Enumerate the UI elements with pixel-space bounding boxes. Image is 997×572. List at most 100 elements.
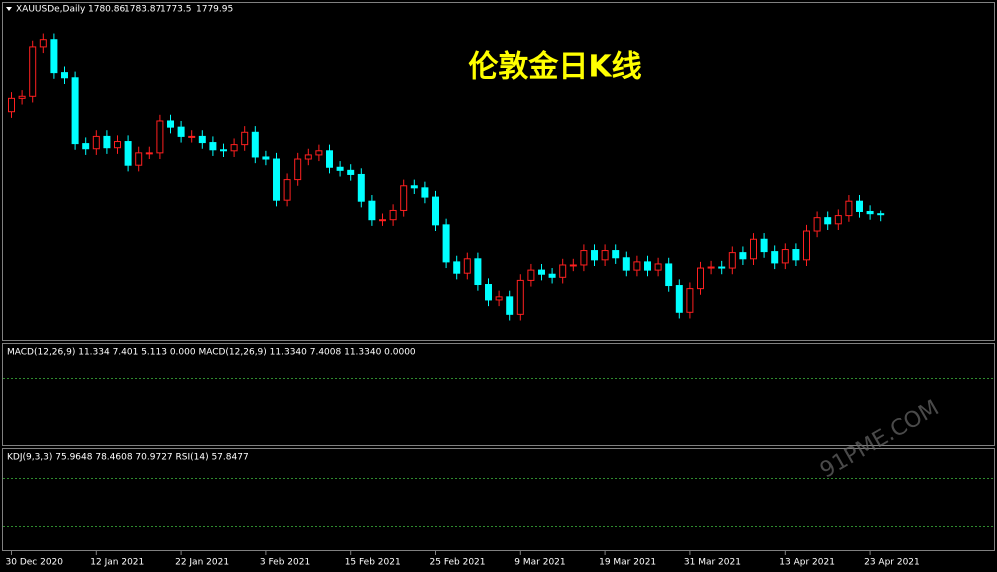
candle-body — [29, 46, 37, 97]
candle-body — [824, 217, 832, 225]
candle-body — [410, 185, 418, 189]
candle-body — [336, 166, 344, 171]
candle-body — [856, 200, 863, 212]
candle-body — [114, 141, 121, 149]
candle-body — [432, 196, 439, 226]
candle-body — [188, 135, 196, 138]
candle-body — [39, 39, 47, 48]
x-tick-label: 23 Apr 2021 — [864, 558, 920, 568]
candle-body — [283, 179, 291, 201]
x-tick-label: 19 Mar 2021 — [599, 558, 656, 568]
candle-body — [728, 252, 736, 269]
candle-body — [548, 273, 556, 278]
candle-body — [516, 279, 524, 315]
candle-body — [834, 215, 842, 225]
candle-body — [453, 261, 461, 274]
candle-body — [707, 266, 715, 269]
kdj-header: KDJ(9,3,3) 75.9648 78.4608 70.9727 RSI(1… — [7, 453, 249, 463]
candle-body — [135, 152, 143, 166]
candle-body — [82, 143, 90, 150]
candle-body — [781, 249, 789, 264]
candle-body — [241, 131, 249, 146]
candle-body — [368, 200, 376, 221]
x-tick-label: 31 Mar 2021 — [684, 558, 741, 568]
x-tick-label: 15 Feb 2021 — [345, 558, 401, 568]
candle-body — [527, 269, 535, 281]
candle-body — [177, 126, 185, 137]
chart-title: 伦敦金日K线 — [468, 50, 641, 85]
kdj-panel — [2, 448, 995, 551]
menu-arrow[interactable] — [6, 7, 12, 11]
candle-body — [559, 264, 567, 278]
low-value: 1773.5 — [160, 5, 192, 15]
candle-body — [495, 296, 503, 301]
candle-body — [389, 209, 397, 221]
candle-body — [8, 97, 15, 113]
candle-body — [803, 230, 810, 261]
candle-body — [304, 154, 312, 160]
candle-body — [845, 200, 853, 217]
candle-body — [230, 144, 238, 152]
x-tick-label: 25 Feb 2021 — [430, 558, 486, 568]
candle-body — [601, 250, 609, 261]
candle-body — [644, 261, 651, 271]
candle-body — [103, 135, 111, 149]
candle-body — [61, 72, 68, 79]
candle-body — [326, 150, 333, 168]
candle-body — [686, 288, 694, 313]
x-tick-label: 13 Apr 2021 — [779, 558, 835, 568]
candle-body — [739, 252, 747, 260]
candle-body — [124, 141, 132, 166]
candle-body — [273, 158, 280, 201]
candle-body — [463, 258, 471, 274]
candle-body — [71, 77, 79, 145]
candle-body — [792, 249, 800, 261]
candle-body — [665, 263, 673, 287]
candle-body — [633, 261, 641, 271]
candle-body — [771, 251, 779, 264]
candle-body — [866, 210, 874, 215]
candle-body — [50, 39, 58, 74]
candle-body — [569, 264, 577, 267]
candle-body — [315, 150, 323, 156]
macd-panel — [2, 343, 995, 446]
open-value: 1780.86 — [88, 5, 125, 15]
candle-body — [612, 250, 620, 259]
candle-body — [877, 213, 885, 216]
candle-body — [697, 267, 704, 290]
x-tick-label: 30 Dec 2020 — [6, 558, 64, 568]
candle-body — [262, 156, 270, 160]
x-tick-label: 12 Jan 2021 — [90, 558, 144, 568]
candle-body — [209, 142, 217, 151]
candle-body — [474, 258, 482, 286]
high-value: 1783.87 — [124, 5, 161, 15]
candle-body — [220, 149, 227, 152]
candle-body — [294, 158, 302, 181]
candle-body — [580, 250, 588, 266]
candle-body — [654, 263, 662, 271]
symbol: XAUUSDe,Daily — [16, 5, 86, 15]
candle-body — [145, 152, 153, 155]
main-panel — [2, 2, 995, 341]
candle-body — [622, 257, 630, 271]
candle-body — [156, 120, 164, 154]
x-tick-label: 9 Mar 2021 — [514, 558, 565, 568]
candle-body — [813, 217, 821, 232]
candle-body — [357, 173, 365, 202]
candle-body — [442, 224, 450, 263]
candle-body — [750, 238, 757, 260]
candle-body — [506, 296, 514, 315]
candle-body — [167, 120, 174, 128]
candle-body — [591, 250, 598, 261]
candle-body — [675, 285, 683, 313]
candle-body — [379, 219, 386, 222]
candle-body — [718, 266, 726, 269]
candle-body — [538, 269, 545, 275]
close-value: 1779.95 — [196, 5, 233, 15]
candle-body — [760, 238, 768, 253]
candle-body — [400, 185, 408, 211]
candle-body — [485, 284, 492, 301]
